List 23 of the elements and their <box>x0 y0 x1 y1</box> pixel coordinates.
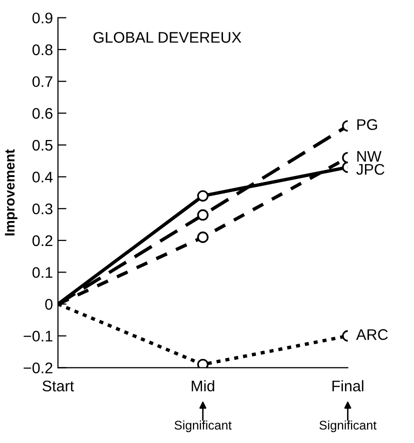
y-tick-label: 0.8 <box>32 44 52 56</box>
y-tick-label: 0.5 <box>32 140 52 151</box>
y-tick-label: 0.1 <box>32 267 52 278</box>
x-tick-label: Final <box>332 380 364 392</box>
y-tick-label: −0.2 <box>24 362 52 374</box>
text: Significant <box>319 420 377 432</box>
series-label: JPC <box>356 164 384 175</box>
text: GLOBAL DEVEREUX <box>94 32 242 43</box>
series-label: ARC <box>356 329 388 340</box>
y-tick-label: 0 <box>45 298 52 310</box>
y-tick-label: 0.2 <box>32 235 52 246</box>
y-tick-label: 0.3 <box>32 203 52 214</box>
y-tick-label: 0.9 <box>32 12 52 24</box>
y-tick-label: 0.7 <box>32 76 52 88</box>
y-tick-label: 0.6 <box>32 108 52 119</box>
series-label: PG <box>357 119 378 130</box>
x-tick-label: Mid <box>192 380 214 392</box>
y-tick-label: −0.1 <box>24 330 52 342</box>
y-tick-label: 0.4 <box>32 172 53 182</box>
series-label: NW <box>357 151 382 162</box>
text: Significant <box>174 420 232 432</box>
x-tick-label: Start <box>42 380 74 392</box>
y-axis-title: Improvement <box>4 149 18 236</box>
